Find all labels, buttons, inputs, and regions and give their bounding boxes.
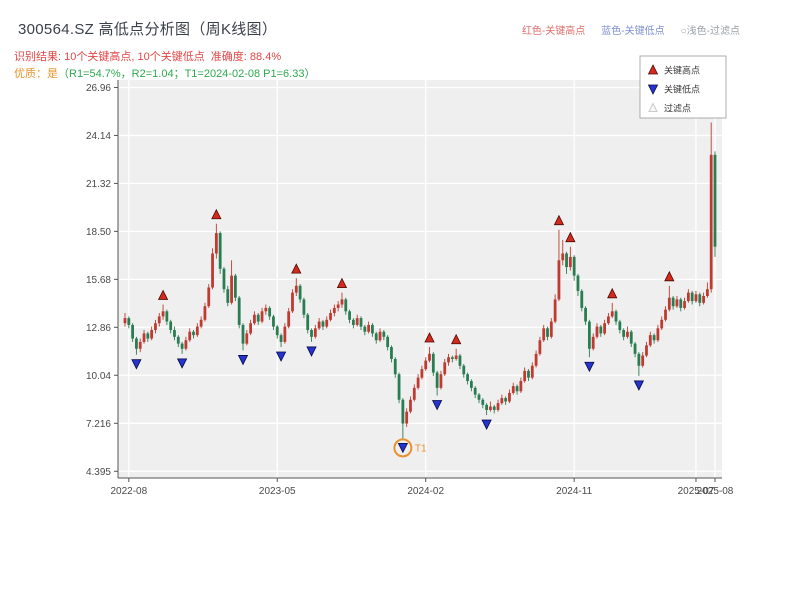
svg-text:12.86: 12.86 <box>86 323 111 334</box>
legend-item: 关键高点 <box>647 64 700 76</box>
recognition-result-line: 识别结果: 10个关键高点, 10个关键低点 准确度: 88.4% <box>14 51 282 63</box>
svg-text:2023-05: 2023-05 <box>259 486 296 497</box>
svg-text:7.216: 7.216 <box>86 419 111 430</box>
svg-text:26.96: 26.96 <box>86 83 111 94</box>
quality-label: 优质：是 <box>14 68 58 80</box>
svg-text:关键低点: 关键低点 <box>664 84 700 95</box>
svg-text:2024-11: 2024-11 <box>556 486 592 497</box>
svg-text:15.68: 15.68 <box>86 275 111 286</box>
svg-text:2024-02: 2024-02 <box>407 486 444 497</box>
legend-key-low-label: 蓝色-关键低点 <box>601 26 665 37</box>
svg-text:24.14: 24.14 <box>86 131 111 142</box>
svg-text:10.04: 10.04 <box>86 371 111 382</box>
page-title: 300564.SZ 高低点分析图（周K线图） <box>18 21 278 38</box>
svg-text:2025-08: 2025-08 <box>697 486 734 497</box>
svg-text:2022-08: 2022-08 <box>110 486 147 497</box>
svg-text:关键高点: 关键高点 <box>664 65 700 76</box>
quality-detail: （R1=54.7%，R2=1.04；T1=2024-02-08 P1=6.33） <box>58 68 316 80</box>
legend-item: 过滤点 <box>648 102 691 114</box>
svg-text:过滤点: 过滤点 <box>664 103 691 114</box>
key-high-markers <box>157 208 675 345</box>
legend-item: 关键低点 <box>647 84 700 95</box>
quality-line: 优质：是（R1=54.7%，R2=1.04；T1=2024-02-08 P1=6… <box>14 65 315 81</box>
legend-key-high-label: 红色-关键高点 <box>521 26 586 37</box>
x-axis-labels: 2022-08 2023-05 2024-02 2024-11 2025-072025-… <box>110 486 733 497</box>
svg-text:2025-07: 2025-07 <box>678 486 715 497</box>
grid <box>118 80 722 478</box>
svg-text:18.50: 18.50 <box>86 227 111 238</box>
key-low-markers <box>131 346 645 454</box>
inline-color-legend: 红色-关键高点 蓝色-关键低点 ○浅色-过滤点 <box>522 22 740 37</box>
axes <box>114 80 722 482</box>
y-axis-labels: 26.96 24.14 21.32 18.50 15.68 12.86 10.04 7.216… <box>86 83 111 478</box>
svg-text:4.395: 4.395 <box>86 467 111 478</box>
svg-text:21.32: 21.32 <box>86 179 111 190</box>
svg-text:T1: T1 <box>415 443 427 454</box>
candlestick-series <box>123 122 717 439</box>
t1-annotation: T1 <box>393 438 427 458</box>
legend-filtered-label: ○浅色-过滤点 <box>680 26 740 37</box>
